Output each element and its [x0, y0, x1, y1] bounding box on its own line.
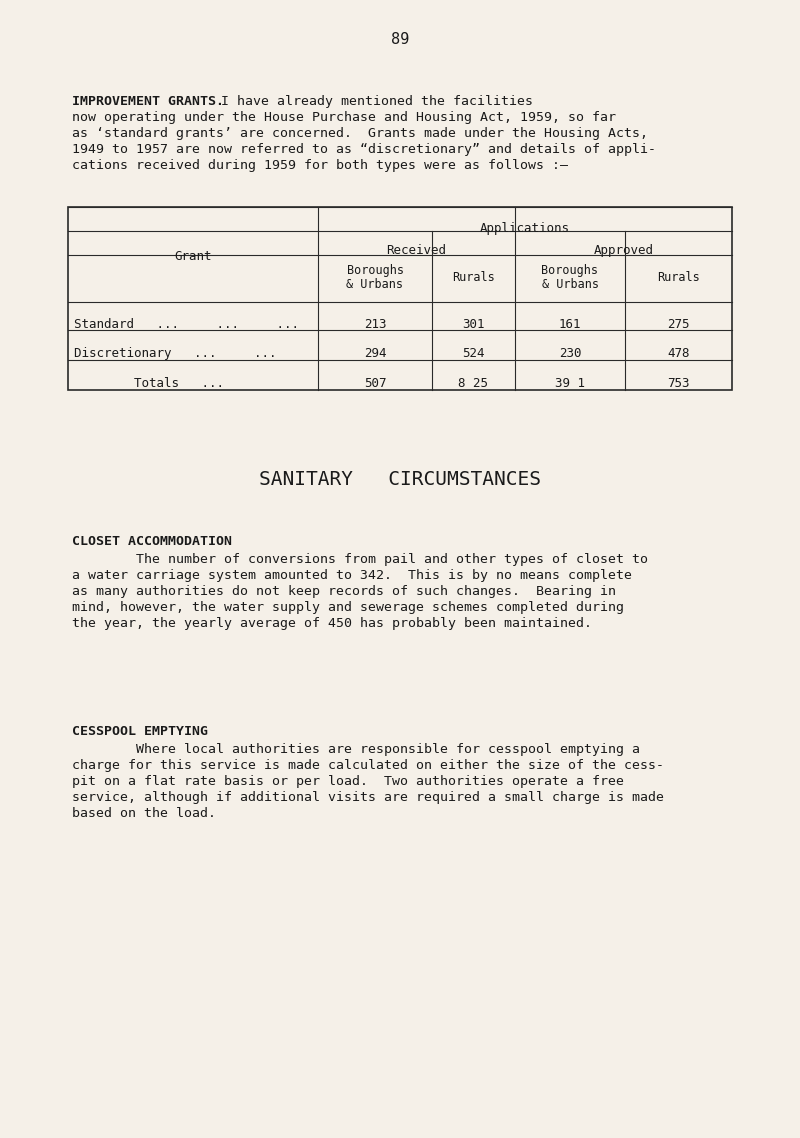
- Text: CLOSET ACCOMMODATION: CLOSET ACCOMMODATION: [72, 535, 232, 549]
- Text: 8 25: 8 25: [458, 377, 489, 390]
- Text: cations received during 1959 for both types were as follows :—: cations received during 1959 for both ty…: [72, 159, 568, 172]
- Text: 213: 213: [364, 318, 386, 331]
- Text: Approved: Approved: [594, 244, 654, 257]
- Text: as ‘standard grants’ are concerned.  Grants made under the Housing Acts,: as ‘standard grants’ are concerned. Gran…: [72, 127, 648, 140]
- Text: mind, however, the water supply and sewerage schemes completed during: mind, however, the water supply and sewe…: [72, 601, 624, 615]
- Text: Rurals: Rurals: [452, 271, 495, 284]
- Text: a water carriage system amounted to 342.  This is by no means complete: a water carriage system amounted to 342.…: [72, 569, 632, 582]
- Text: 161: 161: [558, 318, 582, 331]
- Text: pit on a flat rate basis or per load.  Two authorities operate a free: pit on a flat rate basis or per load. Tw…: [72, 775, 624, 787]
- Text: & Urbans: & Urbans: [346, 278, 403, 291]
- Text: CESSPOOL EMPTYING: CESSPOOL EMPTYING: [72, 725, 208, 739]
- Text: 1949 to 1957 are now referred to as “discretionary” and details of appli-: 1949 to 1957 are now referred to as “dis…: [72, 143, 656, 156]
- Text: Boroughs: Boroughs: [542, 264, 598, 277]
- Text: Standard   ...     ...     ...: Standard ... ... ...: [74, 318, 299, 331]
- Text: 478: 478: [667, 347, 690, 360]
- Text: I have already mentioned the facilities: I have already mentioned the facilities: [205, 94, 533, 108]
- Text: 275: 275: [667, 318, 690, 331]
- Text: 301: 301: [462, 318, 485, 331]
- Text: Rurals: Rurals: [657, 271, 700, 284]
- Text: 294: 294: [364, 347, 386, 360]
- Text: now operating under the House Purchase and Housing Act, 1959, so far: now operating under the House Purchase a…: [72, 112, 616, 124]
- Text: IMPROVEMENT GRANTS.: IMPROVEMENT GRANTS.: [72, 94, 224, 108]
- Text: Discretionary   ...     ...: Discretionary ... ...: [74, 347, 277, 360]
- Text: 507: 507: [364, 377, 386, 390]
- Text: 39 1: 39 1: [555, 377, 585, 390]
- Bar: [68, 207, 732, 390]
- Text: Received: Received: [386, 244, 446, 257]
- Text: based on the load.: based on the load.: [72, 807, 216, 820]
- Text: Applications: Applications: [480, 222, 570, 236]
- Text: Totals   ...: Totals ...: [74, 377, 224, 390]
- Text: The number of conversions from pail and other types of closet to: The number of conversions from pail and …: [72, 553, 648, 566]
- Text: the year, the yearly average of 450 has probably been maintained.: the year, the yearly average of 450 has …: [72, 617, 592, 630]
- Text: 89: 89: [391, 32, 409, 47]
- Text: service, although if additional visits are required a small charge is made: service, although if additional visits a…: [72, 791, 664, 805]
- Text: as many authorities do not keep records of such changes.  Bearing in: as many authorities do not keep records …: [72, 585, 616, 597]
- Text: Boroughs: Boroughs: [346, 264, 403, 277]
- Text: & Urbans: & Urbans: [542, 278, 598, 291]
- Text: SANITARY   CIRCUMSTANCES: SANITARY CIRCUMSTANCES: [259, 470, 541, 489]
- Text: 524: 524: [462, 347, 485, 360]
- Text: Grant: Grant: [174, 249, 212, 263]
- Text: 230: 230: [558, 347, 582, 360]
- Text: 753: 753: [667, 377, 690, 390]
- Text: Where local authorities are responsible for cesspool emptying a: Where local authorities are responsible …: [72, 743, 640, 756]
- Text: charge for this service is made calculated on either the size of the cess-: charge for this service is made calculat…: [72, 759, 664, 772]
